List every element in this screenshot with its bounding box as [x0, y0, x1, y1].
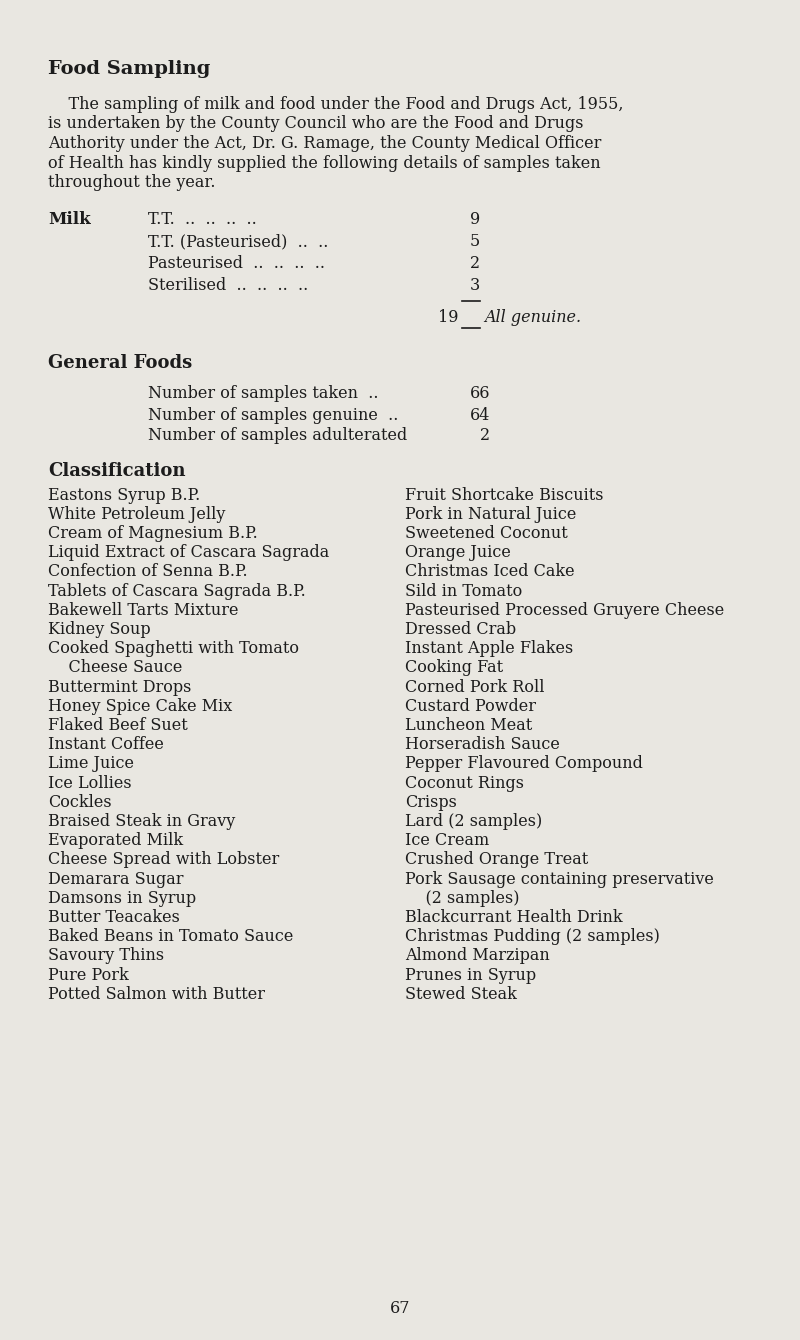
Text: Prunes in Syrup: Prunes in Syrup	[405, 966, 536, 984]
Text: 5: 5	[470, 233, 480, 251]
Text: Authority under the Act, Dr. G. Ramage, the County Medical Officer: Authority under the Act, Dr. G. Ramage, …	[48, 135, 602, 151]
Text: 2: 2	[470, 256, 480, 272]
Text: The sampling of milk and food under the Food and Drugs Act, 1955,: The sampling of milk and food under the …	[48, 96, 623, 113]
Text: Lard (2 samples): Lard (2 samples)	[405, 813, 542, 829]
Text: Cream of Magnesium B.P.: Cream of Magnesium B.P.	[48, 525, 258, 541]
Text: Damsons in Syrup: Damsons in Syrup	[48, 890, 196, 907]
Text: Horseradish Sauce: Horseradish Sauce	[405, 736, 560, 753]
Text: Crisps: Crisps	[405, 793, 457, 811]
Text: Butter Teacakes: Butter Teacakes	[48, 909, 180, 926]
Text: Liquid Extract of Cascara Sagrada: Liquid Extract of Cascara Sagrada	[48, 544, 330, 561]
Text: T.T. (Pasteurised)  ..  ..: T.T. (Pasteurised) .. ..	[148, 233, 328, 251]
Text: Number of samples taken  ..: Number of samples taken ..	[148, 386, 378, 402]
Text: Cockles: Cockles	[48, 793, 112, 811]
Text: (2 samples): (2 samples)	[405, 890, 519, 907]
Text: Stewed Steak: Stewed Steak	[405, 986, 517, 1002]
Text: Bakewell Tarts Mixture: Bakewell Tarts Mixture	[48, 602, 238, 619]
Text: Number of samples adulterated: Number of samples adulterated	[148, 427, 407, 445]
Text: Eastons Syrup B.P.: Eastons Syrup B.P.	[48, 486, 200, 504]
Text: General Foods: General Foods	[48, 354, 192, 371]
Text: Blackcurrant Health Drink: Blackcurrant Health Drink	[405, 909, 622, 926]
Text: Honey Spice Cake Mix: Honey Spice Cake Mix	[48, 698, 232, 714]
Text: Buttermint Drops: Buttermint Drops	[48, 678, 191, 695]
Text: throughout the year.: throughout the year.	[48, 174, 215, 192]
Text: Christmas Iced Cake: Christmas Iced Cake	[405, 563, 574, 580]
Text: Pure Pork: Pure Pork	[48, 966, 129, 984]
Text: Custard Powder: Custard Powder	[405, 698, 536, 714]
Text: Demarara Sugar: Demarara Sugar	[48, 871, 183, 887]
Text: Ice Cream: Ice Cream	[405, 832, 490, 850]
Text: Lime Juice: Lime Juice	[48, 756, 134, 772]
Text: 19: 19	[438, 308, 458, 326]
Text: Sweetened Coconut: Sweetened Coconut	[405, 525, 568, 541]
Text: is undertaken by the County Council who are the Food and Drugs: is undertaken by the County Council who …	[48, 115, 583, 133]
Text: Cooking Fat: Cooking Fat	[405, 659, 503, 677]
Text: Instant Apple Flakes: Instant Apple Flakes	[405, 641, 574, 657]
Text: 66: 66	[470, 386, 490, 402]
Text: 2: 2	[480, 427, 490, 445]
Text: Coconut Rings: Coconut Rings	[405, 775, 524, 792]
Text: 67: 67	[390, 1300, 410, 1317]
Text: Pork Sausage containing preservative: Pork Sausage containing preservative	[405, 871, 714, 887]
Text: Pork in Natural Juice: Pork in Natural Juice	[405, 505, 576, 523]
Text: T.T.  ..  ..  ..  ..: T.T. .. .. .. ..	[148, 212, 257, 229]
Text: Baked Beans in Tomato Sauce: Baked Beans in Tomato Sauce	[48, 929, 294, 945]
Text: All genuine.: All genuine.	[484, 308, 581, 326]
Text: 64: 64	[470, 406, 490, 423]
Text: 9: 9	[470, 212, 480, 229]
Text: Cheese Spread with Lobster: Cheese Spread with Lobster	[48, 851, 279, 868]
Text: Luncheon Meat: Luncheon Meat	[405, 717, 532, 734]
Text: Pasteurised Processed Gruyere Cheese: Pasteurised Processed Gruyere Cheese	[405, 602, 724, 619]
Text: Flaked Beef Suet: Flaked Beef Suet	[48, 717, 188, 734]
Text: Evaporated Milk: Evaporated Milk	[48, 832, 183, 850]
Text: Potted Salmon with Butter: Potted Salmon with Butter	[48, 986, 265, 1002]
Text: Corned Pork Roll: Corned Pork Roll	[405, 678, 545, 695]
Text: Savoury Thins: Savoury Thins	[48, 947, 164, 965]
Text: Braised Steak in Gravy: Braised Steak in Gravy	[48, 813, 235, 829]
Text: Ice Lollies: Ice Lollies	[48, 775, 132, 792]
Text: Crushed Orange Treat: Crushed Orange Treat	[405, 851, 588, 868]
Text: Confection of Senna B.P.: Confection of Senna B.P.	[48, 563, 248, 580]
Text: Pasteurised  ..  ..  ..  ..: Pasteurised .. .. .. ..	[148, 256, 325, 272]
Text: Pepper Flavoured Compound: Pepper Flavoured Compound	[405, 756, 643, 772]
Text: Food Sampling: Food Sampling	[48, 60, 210, 78]
Text: Cooked Spaghetti with Tomato: Cooked Spaghetti with Tomato	[48, 641, 299, 657]
Text: Christmas Pudding (2 samples): Christmas Pudding (2 samples)	[405, 929, 660, 945]
Text: Dressed Crab: Dressed Crab	[405, 620, 516, 638]
Text: of Health has kindly supplied the following details of samples taken: of Health has kindly supplied the follow…	[48, 154, 601, 172]
Text: 3: 3	[470, 277, 480, 295]
Text: Almond Marzipan: Almond Marzipan	[405, 947, 550, 965]
Text: Instant Coffee: Instant Coffee	[48, 736, 164, 753]
Text: Kidney Soup: Kidney Soup	[48, 620, 150, 638]
Text: Sild in Tomato: Sild in Tomato	[405, 583, 522, 599]
Text: Classification: Classification	[48, 462, 186, 481]
Text: Orange Juice: Orange Juice	[405, 544, 511, 561]
Text: Tablets of Cascara Sagrada B.P.: Tablets of Cascara Sagrada B.P.	[48, 583, 306, 599]
Text: Number of samples genuine  ..: Number of samples genuine ..	[148, 406, 398, 423]
Text: Fruit Shortcake Biscuits: Fruit Shortcake Biscuits	[405, 486, 603, 504]
Text: Sterilised  ..  ..  ..  ..: Sterilised .. .. .. ..	[148, 277, 308, 295]
Text: Milk: Milk	[48, 212, 90, 229]
Text: White Petroleum Jelly: White Petroleum Jelly	[48, 505, 226, 523]
Text: Cheese Sauce: Cheese Sauce	[48, 659, 182, 677]
